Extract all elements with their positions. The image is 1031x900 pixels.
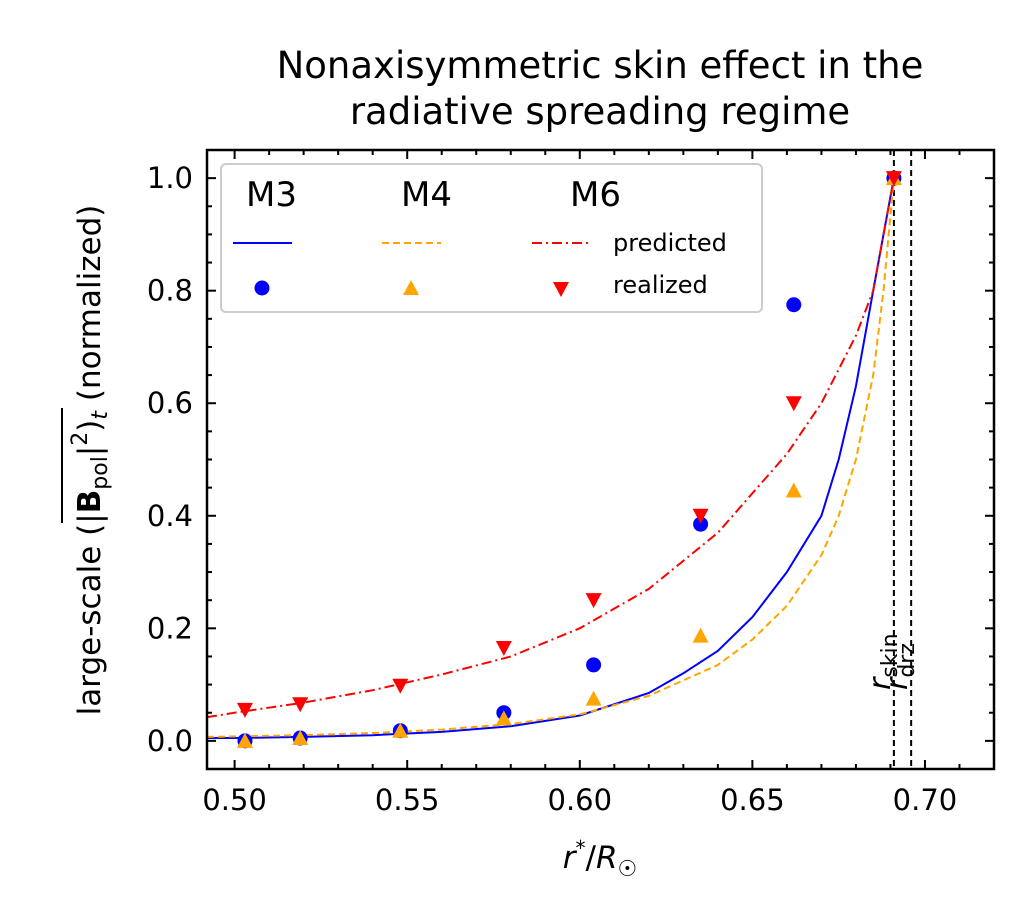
x-tick-label: 0.50 [202,783,267,817]
x-axis-label: r*/R☉ [563,836,637,882]
legend-marker-m4 [403,280,419,295]
x-tick-label: 0.60 [548,783,613,817]
point-m4-realized-3 [495,710,512,726]
legend-label-realized: realized [613,271,708,299]
point-m6-realized-0 [236,702,253,718]
legend: M3 M4 M6 predicted realized [220,163,763,313]
vline-label-skin: rskin [863,633,903,690]
y-tick-label: 0.8 [147,274,193,308]
y-axis-ticks: 0.0 0.2 0.4 0.6 0.8 1.0 [147,161,994,758]
legend-header-m4: M4 [401,175,452,215]
point-m3-realized-5 [693,516,709,532]
legend-header-m6: M6 [570,175,621,215]
point-m4-realized-4 [585,690,602,706]
point-m4-realized-6 [785,482,802,498]
point-m3-realized-6 [786,297,802,313]
y-tick-label: 0.4 [147,499,193,533]
y-tick-label: 0.0 [147,724,193,758]
point-m6-realized-5 [692,508,709,524]
point-m4-realized-1 [292,730,309,746]
chart-title-line-2: radiative spreading regime [350,90,850,133]
x-tick-label: 0.70 [893,783,958,817]
y-axis-label: large-scale (|Bpol|2)t (normalized) [61,205,113,716]
y-tick-label: 1.0 [147,161,193,195]
point-m6-realized-2 [392,678,409,694]
point-m4-realized-0 [236,732,253,748]
series-line-m6-predicted [207,177,895,719]
point-m6-realized-6 [785,396,802,412]
legend-marker-m3 [254,280,270,296]
series-lines [207,177,895,739]
point-m6-realized-1 [292,697,309,713]
legend-label-predicted: predicted [613,229,727,257]
legend-marker-m6 [553,282,569,297]
x-tick-label: 0.55 [375,783,440,817]
vline-label-drz: rdrz [880,643,920,690]
series-line-m3-predicted [207,177,895,739]
series-markers [236,170,902,749]
x-axis-label-text: r*/R☉ [563,836,637,882]
point-m4-realized-5 [692,627,709,643]
x-tick-label: 0.65 [720,783,785,817]
y-axis-label-text: large-scale (|Bpol|2)t (normalized) [68,205,113,716]
point-m6-realized-4 [585,593,602,609]
legend-header-m3: M3 [246,175,297,215]
chart-title-line-1: Nonaxisymmetric skin effect in the [277,44,924,87]
point-m6-realized-3 [495,641,512,657]
point-m3-realized-4 [586,657,602,673]
legend-box [220,163,763,313]
point-m6-realized-7 [885,171,902,187]
y-tick-label: 0.2 [147,611,193,645]
y-tick-label: 0.6 [147,386,193,420]
x-axis-ticks: 0.50 0.55 0.60 0.65 0.70 [202,150,995,817]
point-m4-realized-2 [392,722,409,738]
series-line-m4-predicted [207,178,895,738]
chart-title: Nonaxisymmetric skin effect in the radia… [277,44,924,133]
